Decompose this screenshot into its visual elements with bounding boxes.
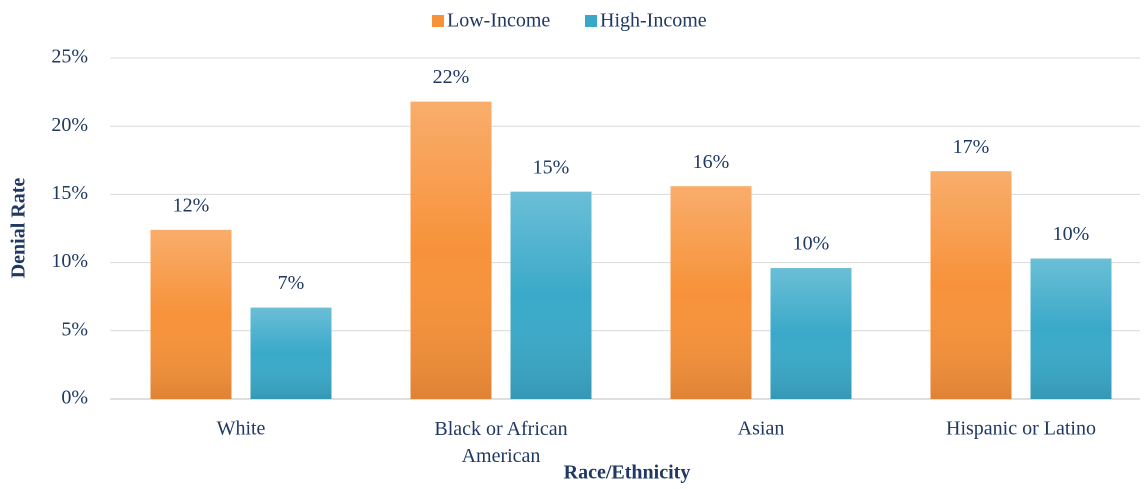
bar (510, 191, 592, 399)
value-label: 12% (173, 194, 210, 216)
x-tick-label: Asian (738, 418, 785, 440)
x-tick-label: Black or African American (434, 418, 567, 467)
y-tick-label: 20% (51, 114, 88, 136)
legend-label: Low-Income (447, 10, 550, 32)
bar (410, 101, 492, 399)
bar (670, 186, 752, 399)
value-label: 16% (693, 151, 730, 173)
bar (150, 229, 232, 399)
value-label: 15% (533, 156, 570, 178)
x-axis-title: Race/Ethnicity (564, 462, 691, 484)
x-tick-label: White (217, 418, 266, 440)
y-tick-label: 10% (51, 250, 88, 272)
legend-label: High-Income (600, 10, 707, 32)
value-label: 10% (793, 233, 830, 255)
y-tick-label: 0% (61, 387, 88, 409)
x-tick-label: Hispanic or Latino (946, 418, 1096, 440)
bar (930, 171, 1012, 399)
bar (1030, 258, 1112, 399)
y-tick-label: 25% (51, 46, 88, 68)
bar (770, 268, 852, 399)
y-tick-label: 5% (61, 318, 88, 340)
legend-swatch (432, 15, 444, 27)
value-label: 22% (433, 66, 470, 88)
bar (250, 307, 332, 399)
value-label: 7% (278, 272, 305, 294)
value-label: 10% (1053, 223, 1090, 245)
y-tick-label: 15% (51, 182, 88, 204)
value-label: 17% (953, 136, 990, 158)
y-axis-title: Denial Rate (8, 178, 30, 279)
legend-swatch (585, 15, 597, 27)
